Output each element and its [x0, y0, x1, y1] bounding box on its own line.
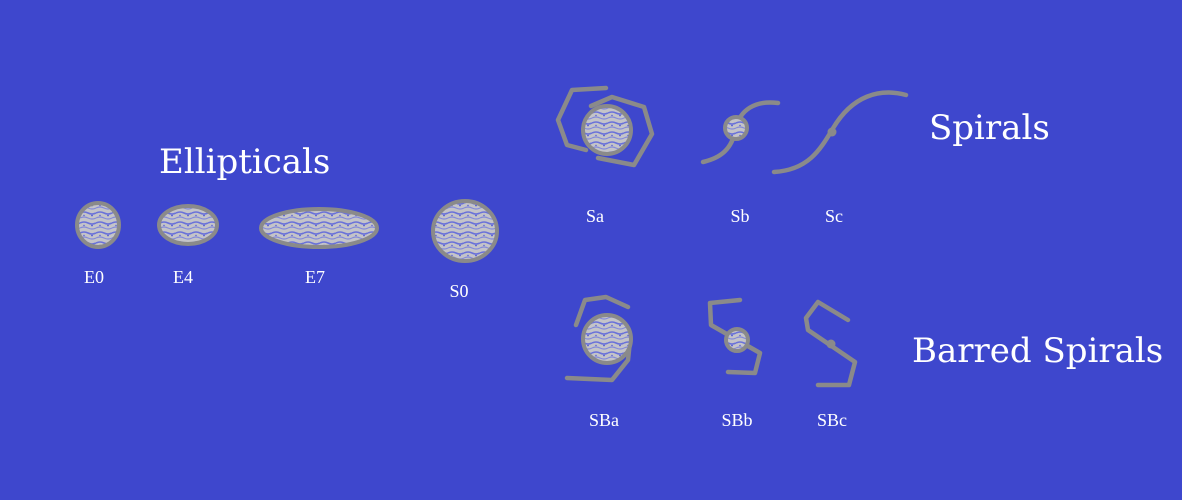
galaxy-e7-shape	[259, 207, 379, 249]
label-sb: Sb	[730, 206, 749, 226]
label-e7: E7	[305, 267, 325, 287]
barred-spirals-heading: Barred Spirals	[912, 331, 1163, 371]
label-sba: SBa	[589, 410, 619, 430]
galaxy-sb-shape	[700, 100, 781, 165]
label-sbb: SBb	[721, 410, 752, 430]
label-sbc: SBc	[817, 410, 847, 430]
label-s0: S0	[449, 281, 468, 301]
galaxy-sc-shape	[771, 90, 909, 175]
galaxy-sbc-shape	[803, 299, 858, 388]
galaxy-e4-shape	[157, 204, 219, 246]
galaxy-sba-shape	[564, 294, 633, 383]
spirals-heading: Spirals	[929, 108, 1050, 148]
label-e4: E4	[173, 267, 193, 287]
label-e0: E0	[84, 267, 104, 287]
label-sc: Sc	[825, 206, 843, 226]
galaxy-sbb-shape	[707, 297, 763, 376]
galaxy-s0-shape	[431, 199, 499, 263]
ellipticals-heading: Ellipticals	[159, 142, 330, 182]
label-sa: Sa	[586, 206, 604, 226]
galaxy-e0-shape	[75, 201, 121, 249]
galaxy-sa-shape	[555, 85, 655, 168]
